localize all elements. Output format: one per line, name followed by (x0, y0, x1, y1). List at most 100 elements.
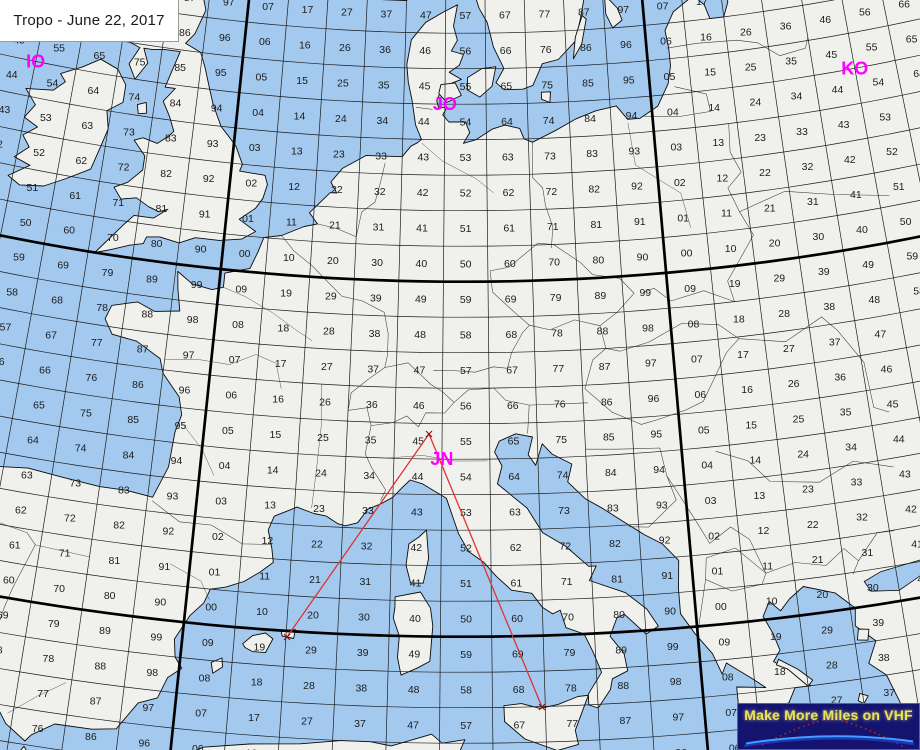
grid-square-label: 88 (617, 680, 629, 692)
field-label-io: IO (26, 51, 45, 71)
grid-square-label: 27 (735, 0, 747, 3)
station-marker (538, 703, 546, 711)
grid-square-label: 77 (91, 337, 103, 349)
grid-square-label: 76 (32, 723, 44, 735)
grid-square-label: 93 (167, 491, 179, 503)
grid-square-label: 84 (123, 449, 135, 461)
river (421, 142, 494, 193)
grid-square-label: 15 (704, 67, 716, 79)
grid-square-label: 45 (826, 49, 838, 61)
grid-square-label: 85 (174, 62, 186, 74)
grid-square-label: 92 (659, 535, 671, 547)
grid-square-label: 62 (75, 155, 87, 167)
grid-square-label: 72 (64, 513, 76, 525)
grid-square-label: 58 (460, 330, 472, 342)
grid-square-label: 78 (565, 682, 577, 694)
grid-square-label: 52 (460, 188, 472, 200)
grid-square-label: 14 (267, 464, 279, 476)
grid-square-label: 94 (171, 455, 183, 467)
grid-square-label: 20 (817, 589, 829, 601)
grid-square-label: 17 (302, 4, 314, 16)
grid-square-label: 42 (905, 504, 917, 516)
grid-square-label: 79 (564, 647, 576, 659)
field-label-jn: JN (430, 449, 453, 469)
grid-square-label: 24 (797, 449, 809, 461)
grid-square-label: 32 (856, 512, 868, 524)
grid-square-label: 12 (262, 535, 274, 547)
grid-square-label: 93 (628, 145, 640, 157)
grid-square-label: 54 (460, 117, 472, 129)
grid-square-label: 57 (460, 365, 472, 377)
grid-square-label: 04 (701, 460, 713, 472)
grid-square-label: 97 (617, 4, 629, 16)
grid-square-label: 84 (170, 97, 182, 109)
grid-square-label: 41 (911, 539, 920, 551)
grid-square-label: 30 (867, 582, 879, 594)
grid-square-label: 71 (561, 576, 573, 588)
grid-square-label: 52 (460, 543, 472, 555)
grid-square-label: 63 (21, 470, 33, 482)
grid-square-label: 50 (20, 217, 32, 229)
grid-meridian (439, 0, 447, 750)
coastline-norway (382, 0, 408, 1)
grid-square-label: 36 (834, 371, 846, 383)
grid-square-label: 19 (770, 631, 782, 643)
grid-square-label: 39 (872, 617, 884, 629)
grid-square-label: 94 (626, 110, 638, 122)
propagation-path (286, 433, 430, 638)
grid-square-label: 31 (807, 196, 819, 208)
country-border (527, 405, 530, 434)
grid-square-label: 24 (750, 97, 762, 109)
coastline-island (604, 0, 623, 29)
watermark-horizon-arc (745, 735, 914, 745)
grid-square-label: 08 (232, 319, 244, 331)
grid-square-label: 61 (69, 190, 81, 202)
grid-square-label: 83 (165, 133, 177, 145)
grid-square-label: 98 (670, 676, 682, 688)
country-border (0, 522, 36, 621)
grid-square-label: 66 (898, 0, 910, 11)
grid-square-label: 55 (460, 436, 472, 448)
grid-square-label: 14 (708, 102, 720, 114)
grid-square-label: 69 (57, 260, 69, 272)
grid-square-label: 47 (420, 10, 432, 22)
grid-square-label: 07 (657, 0, 669, 12)
grid-square-label: 98 (642, 322, 654, 334)
grid-square-label: 04 (667, 106, 679, 118)
grid-square-label: 10 (283, 252, 295, 264)
grid-square-label: 59 (906, 251, 918, 263)
grid-square-label: 27 (301, 716, 313, 728)
grid-square-label: 98 (146, 667, 158, 679)
grid-square-label: 09 (719, 636, 731, 648)
grid-meridian (115, 0, 210, 750)
grid-square-label: 25 (317, 432, 329, 444)
grid-square-label: 97 (223, 0, 235, 9)
grid-square-label: 19 (280, 287, 292, 299)
grid-square-label: 00 (239, 248, 251, 260)
grid-square-label: 65 (508, 436, 520, 448)
grid-square-label: 81 (156, 203, 168, 215)
grid-square-label: 62 (15, 505, 27, 517)
grid-square-label: 41 (410, 578, 422, 590)
grid-square-label: 56 (0, 356, 5, 368)
grid-square-label: 16 (700, 31, 712, 43)
grid-square-label: 55 (53, 43, 65, 55)
grid-square-label: 37 (829, 336, 841, 348)
grid-square-label: 89 (99, 625, 111, 637)
grid-square-label: 32 (361, 541, 373, 553)
grid-square-label: 54 (47, 77, 59, 89)
grid-square-label: 92 (203, 173, 215, 185)
grid-square-label: 22 (331, 184, 343, 196)
grid-square-label: 27 (321, 361, 333, 373)
grid-meridian (61, 0, 170, 750)
grid-square-label: 23 (754, 132, 766, 144)
grid-square-label: 11 (286, 217, 297, 229)
grid-meridian (0, 0, 90, 488)
grid-square-label: 42 (844, 154, 856, 166)
grid-square-label: 13 (754, 490, 766, 502)
grid-square-label: 97 (183, 349, 195, 361)
grid-square-label: 66 (507, 400, 519, 412)
grid-square-label: 75 (541, 79, 553, 91)
grid-square-label: 64 (27, 435, 39, 447)
grid-square-label: 93 (207, 138, 219, 150)
